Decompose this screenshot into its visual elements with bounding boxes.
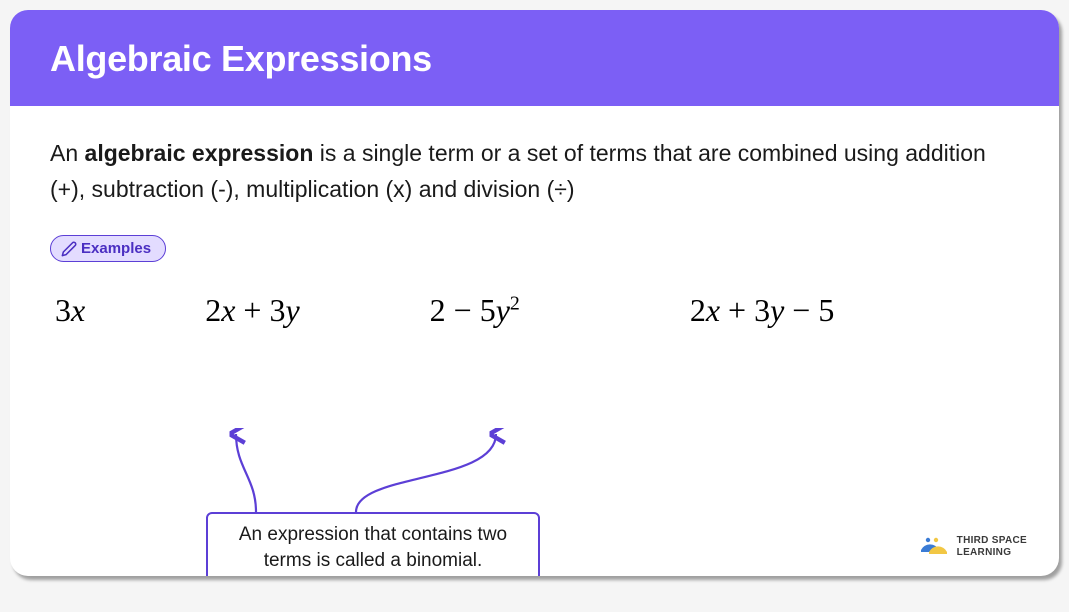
examples-label: Examples [81, 240, 151, 257]
lesson-card: Algebraic Expressions An algebraic expre… [10, 10, 1059, 576]
expressions-row: 3x 2x + 3y 2 − 5y2 2x + 3y − 5 [50, 292, 1019, 329]
card-body: An algebraic expression is a single term… [10, 106, 1059, 576]
logo-icon [919, 536, 949, 558]
expression-2: 2x + 3y [205, 292, 299, 329]
card-title: Algebraic Expressions [50, 38, 1019, 80]
expression-4: 2x + 3y − 5 [690, 292, 835, 329]
logo-text: THIRD SPACE LEARNING [957, 535, 1027, 558]
logo-line2: LEARNING [957, 547, 1012, 558]
definition-bold: algebraic expression [85, 140, 314, 166]
examples-pill: Examples [50, 235, 166, 262]
definition-text: An algebraic expression is a single term… [50, 136, 1019, 207]
binomial-callout: An expression that contains two terms is… [206, 512, 540, 576]
expression-3: 2 − 5y2 [430, 292, 520, 329]
definition-pre: An [50, 140, 85, 166]
expression-1: 3x [55, 292, 85, 329]
callout-arrows [206, 428, 606, 518]
brand-logo: THIRD SPACE LEARNING [919, 535, 1027, 558]
pencil-icon [61, 241, 77, 257]
callout-line2: terms is called a binomial. [264, 550, 483, 571]
logo-line1: THIRD SPACE [957, 535, 1027, 546]
card-header: Algebraic Expressions [10, 10, 1059, 106]
callout-line1: An expression that contains two [239, 524, 507, 545]
